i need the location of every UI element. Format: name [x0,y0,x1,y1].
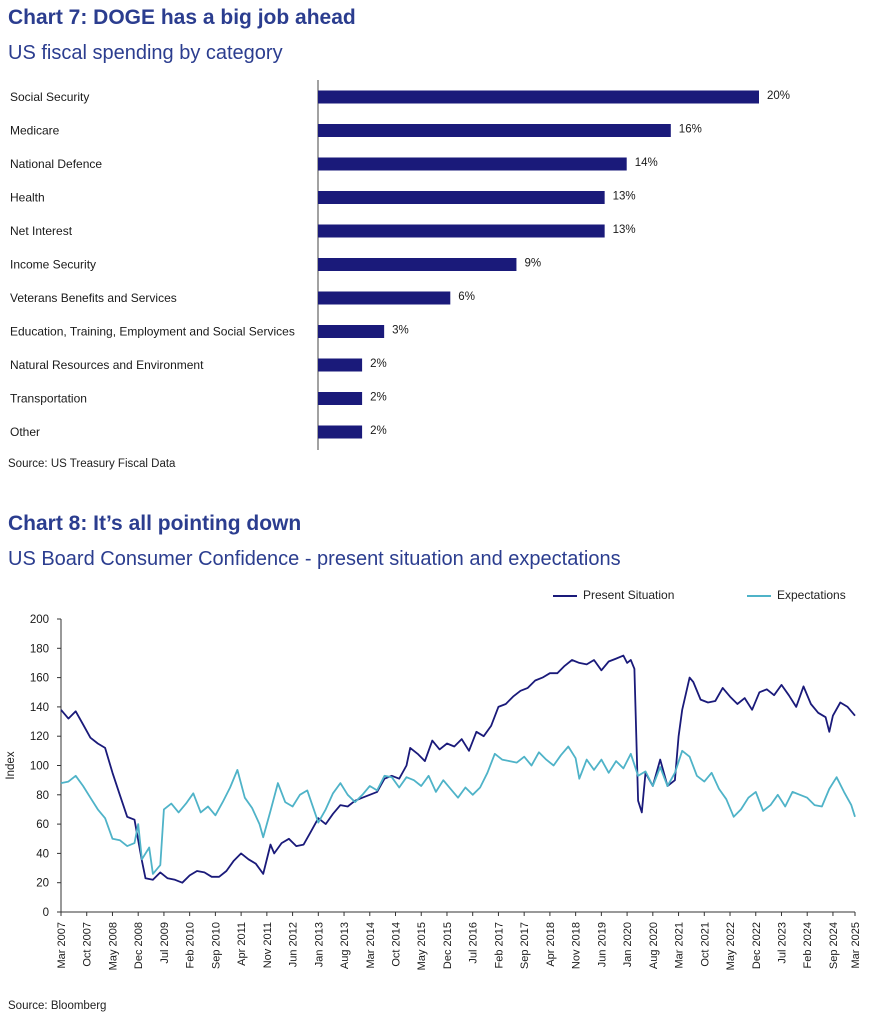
bar [318,90,759,104]
legend-swatch-expectations [747,594,771,597]
x-tick-label: Oct 2014 [391,922,403,967]
x-tick-label: Dec 2022 [751,922,763,969]
bar [318,358,363,372]
x-tick-label: May 2022 [725,922,737,970]
chart8-title: Chart 8: It’s all pointing down [8,512,302,535]
bar [318,392,363,405]
chart7-subtitle: US fiscal spending by category [8,42,283,64]
y-tick-label: 20 [36,878,49,890]
y-tick-label: 80 [36,790,49,802]
x-tick-label: Feb 2017 [493,922,505,968]
x-tick-label: Mar 2007 [56,922,68,968]
bar-chart: Social Security 20% Medicare 16% National De… [10,80,790,450]
line-chart: 0 20 40 60 80 100 120 140 160 180 200 Mar 2007 Oct 2… [5,614,862,970]
bar-value-label: 2% [370,358,387,370]
x-tick-label: May 2015 [416,922,428,970]
bar-value-label: 20% [767,90,790,102]
x-tick-label: Sep 2024 [828,922,840,969]
x-tick-label: Oct 2007 [82,922,94,967]
legend-item-present: Present Situation [553,588,674,602]
y-tick-label: 180 [30,643,49,655]
category-label: Health [10,191,45,205]
x-tick-label: Jun 2012 [288,922,300,967]
x-tick-label: Sep 2017 [519,922,531,969]
x-tick-label: Mar 2014 [365,922,377,968]
x-tick-label: Feb 2024 [802,922,814,968]
x-tick-label: May 2008 [107,922,119,970]
bar-value-label: 2% [370,425,387,437]
x-tick-label: Nov 2011 [262,922,274,968]
x-tick-label: Sep 2010 [210,922,222,969]
x-tick-label: Jun 2019 [596,922,608,967]
bar [318,425,363,439]
chart7-title: Chart 7: DOGE has a big job ahead [8,6,356,29]
x-tick-label: Jul 2016 [468,922,480,964]
series-expectations-line [60,745,856,875]
category-label: Transportation [10,392,87,406]
bar-value-label: 3% [392,325,409,337]
y-tick-label: 60 [36,819,49,831]
x-tick-label: Feb 2010 [185,922,197,968]
category-label: Natural Resources and Environment [10,358,204,372]
bar-value-label: 2% [370,392,387,404]
x-tick-label: Jan 2013 [313,922,325,967]
category-label: Income Security [10,258,96,272]
x-tick-label: Nov 2018 [571,922,583,969]
bar-value-label: 13% [613,224,636,236]
x-tick-label: Oct 2021 [699,922,711,967]
bar-value-label: 6% [458,291,475,303]
category-label: Education, Training, Employment and Soci… [10,325,295,339]
bar-value-label: 13% [613,191,636,203]
y-tick-label: 200 [30,614,49,626]
bar-value-label: 9% [524,258,541,270]
x-tick-label: Jul 2023 [776,922,788,964]
legend-swatch-present [553,594,577,597]
y-tick-label: 100 [30,761,49,773]
x-tick-label: Jul 2009 [159,922,171,964]
x-tick-label: Dec 2015 [442,922,454,969]
x-tick-label: Aug 2020 [648,922,660,969]
x-tick-label: Dec 2008 [133,922,145,969]
category-label: Veterans Benefits and Services [10,291,177,305]
bar-value-label: 16% [679,124,702,136]
category-label: Medicare [10,124,60,138]
y-tick-label: 160 [30,673,49,685]
x-tick-label: Jan 2020 [622,922,634,967]
legend-item-expectations: Expectations [747,588,846,602]
bar [318,191,605,204]
y-tick-label: 140 [30,702,49,714]
x-tick-label: Mar 2025 [850,922,862,968]
y-tick-label: 0 [43,907,49,919]
bar [318,325,385,338]
legend-label-present: Present Situation [583,588,675,602]
legend-label-expectations: Expectations [777,588,846,602]
y-tick-label: 40 [36,848,49,860]
category-label: Net Interest [10,224,73,238]
x-tick-label: Apr 2018 [545,922,557,967]
y-tick-label: 120 [30,731,49,743]
x-tick-label: Aug 2013 [339,922,351,969]
category-label: Other [10,425,40,439]
bar [318,291,451,305]
bar [318,124,671,137]
x-tick-label: Apr 2011 [236,922,248,966]
bar [318,157,627,171]
category-label: National Defence [10,157,102,171]
bar [318,224,605,238]
chart8-source: Source: Bloomberg [8,1000,107,1012]
series-present-situation-line [60,654,856,884]
chart8-subtitle: US Board Consumer Confidence - present s… [8,548,621,570]
bar-value-label: 14% [635,157,658,169]
bar [318,258,517,271]
category-label: Social Security [10,90,89,104]
y-axis-label: Index [5,751,17,779]
chart7-source: Source: US Treasury Fiscal Data [8,458,176,470]
x-tick-label: Mar 2021 [674,922,686,968]
